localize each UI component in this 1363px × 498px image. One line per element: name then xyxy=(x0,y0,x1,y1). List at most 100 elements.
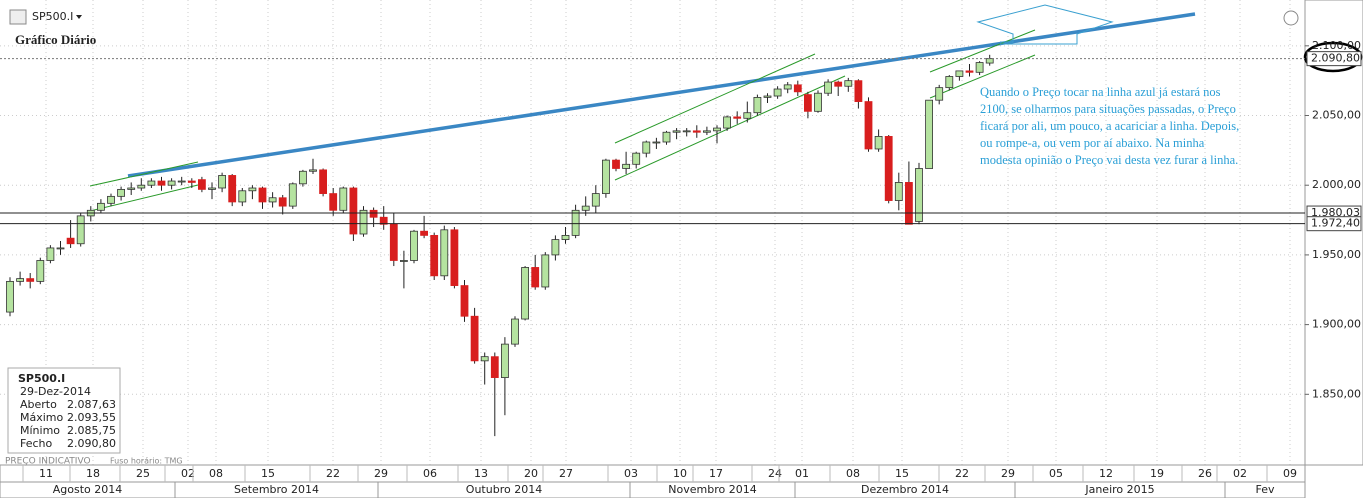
candle-body xyxy=(228,175,237,203)
x-tick-label: 15 xyxy=(261,467,275,480)
candle-body xyxy=(511,318,519,345)
y-tick-label: 2.000,00 xyxy=(1312,178,1361,191)
candle-body xyxy=(359,209,368,235)
candle-body xyxy=(531,267,540,288)
x-tick-label: 25 xyxy=(136,467,150,480)
x-tick-label: 19 xyxy=(1150,467,1164,480)
x-tick-label: 08 xyxy=(846,467,860,480)
candle-body xyxy=(692,130,701,133)
candle-body xyxy=(157,180,166,186)
candle-body xyxy=(945,76,954,89)
candle-body xyxy=(298,170,307,185)
candle-body xyxy=(329,193,338,211)
candle-body xyxy=(309,169,317,172)
info-value: 2.085,75 xyxy=(67,424,116,437)
info-key: Aberto xyxy=(20,398,57,411)
candle-body xyxy=(470,315,479,362)
clock-icon[interactable] xyxy=(1283,10,1299,26)
x-tick-label: 15 xyxy=(895,467,909,480)
price-tag-label: 2.090,80 xyxy=(1311,52,1360,65)
candle-body xyxy=(127,187,136,190)
candle-body xyxy=(500,343,509,378)
candle-body xyxy=(410,230,418,261)
info-value: 2.087,63 xyxy=(67,398,116,411)
candle-body xyxy=(187,180,196,183)
x-tick-label: 29 xyxy=(374,467,388,480)
candle-body xyxy=(339,187,348,211)
y-tick-label: 1.950,00 xyxy=(1312,248,1361,261)
candle-body xyxy=(955,70,964,77)
candle-body xyxy=(985,58,994,64)
x-tick-label: 10 xyxy=(673,467,687,480)
candle-body xyxy=(723,116,731,129)
candle-body xyxy=(783,84,792,90)
candle-body xyxy=(874,136,883,150)
candle-body xyxy=(399,260,408,262)
price-tag xyxy=(1306,216,1362,232)
candle-body xyxy=(602,159,610,194)
x-tick-label: 06 xyxy=(423,467,437,480)
dropdown-arrow[interactable] xyxy=(76,15,82,19)
x-tick-label: 09 xyxy=(1283,467,1297,480)
grid xyxy=(0,0,1305,465)
candle-body xyxy=(16,278,25,282)
annotation-line: ficará por ali, um pouco, a acariciar a … xyxy=(980,119,1239,133)
candle-body xyxy=(541,254,550,288)
candle-body xyxy=(117,188,125,197)
x-tick-label: 02 xyxy=(181,467,195,480)
info-value: 2.093,55 xyxy=(67,411,116,424)
candle-body xyxy=(521,267,529,320)
y-tick-label: 2.100,00 xyxy=(1312,39,1361,52)
candle-body xyxy=(894,182,903,201)
candle-body xyxy=(884,136,893,201)
candle-body xyxy=(915,168,923,222)
candle-body xyxy=(672,130,681,133)
candle-body xyxy=(753,96,762,114)
candle-body xyxy=(733,116,742,119)
candle-body xyxy=(622,163,630,169)
candle-body xyxy=(460,285,469,317)
info-symbol: SP500.I xyxy=(18,372,65,385)
price-tag xyxy=(1306,51,1362,67)
month-label: Janeiro 2015 xyxy=(1084,483,1154,496)
price-tag-label: 1.972,40 xyxy=(1311,217,1360,230)
y-tick-label: 1.850,00 xyxy=(1312,387,1361,400)
arrow-up xyxy=(976,4,1114,45)
info-value: 2.090,80 xyxy=(67,437,116,450)
candle-body xyxy=(137,184,146,189)
trend-line xyxy=(127,12,1196,178)
x-tick-label: 22 xyxy=(955,467,969,480)
x-tick-label: 12 xyxy=(1099,467,1113,480)
candle-body xyxy=(804,94,812,112)
candle-body xyxy=(480,356,489,362)
candle-body xyxy=(703,130,711,133)
info-key: Mínimo xyxy=(20,424,60,437)
candle-body xyxy=(278,197,287,207)
candle-body xyxy=(642,141,651,154)
x-tick-label: 03 xyxy=(624,467,638,480)
symbol: SP500.I xyxy=(32,10,73,23)
x-tick-label: 22 xyxy=(326,467,340,480)
candle-body xyxy=(97,202,105,211)
candle-body xyxy=(652,141,661,144)
x-tick-label: 11 xyxy=(39,467,53,480)
candle-body xyxy=(581,205,590,211)
candle-body xyxy=(177,180,186,183)
candle-body xyxy=(440,229,449,277)
footer-label: PREÇO INDICATIVO xyxy=(5,457,91,467)
x-tick-label: 20 xyxy=(524,467,538,480)
candle-body xyxy=(935,87,944,101)
candle-body xyxy=(773,88,782,97)
candle-body xyxy=(713,127,721,132)
x-tick-label: 02 xyxy=(1233,467,1247,480)
candle-body xyxy=(6,280,14,313)
month-label: Agosto 2014 xyxy=(53,483,123,496)
footer-timezone: Fuso horário: TMG xyxy=(110,457,183,466)
candle-body xyxy=(268,197,277,203)
candle-body xyxy=(864,101,873,150)
chart-title: Gráfico Diário xyxy=(15,32,96,47)
x-tick-label: 08 xyxy=(209,467,223,480)
